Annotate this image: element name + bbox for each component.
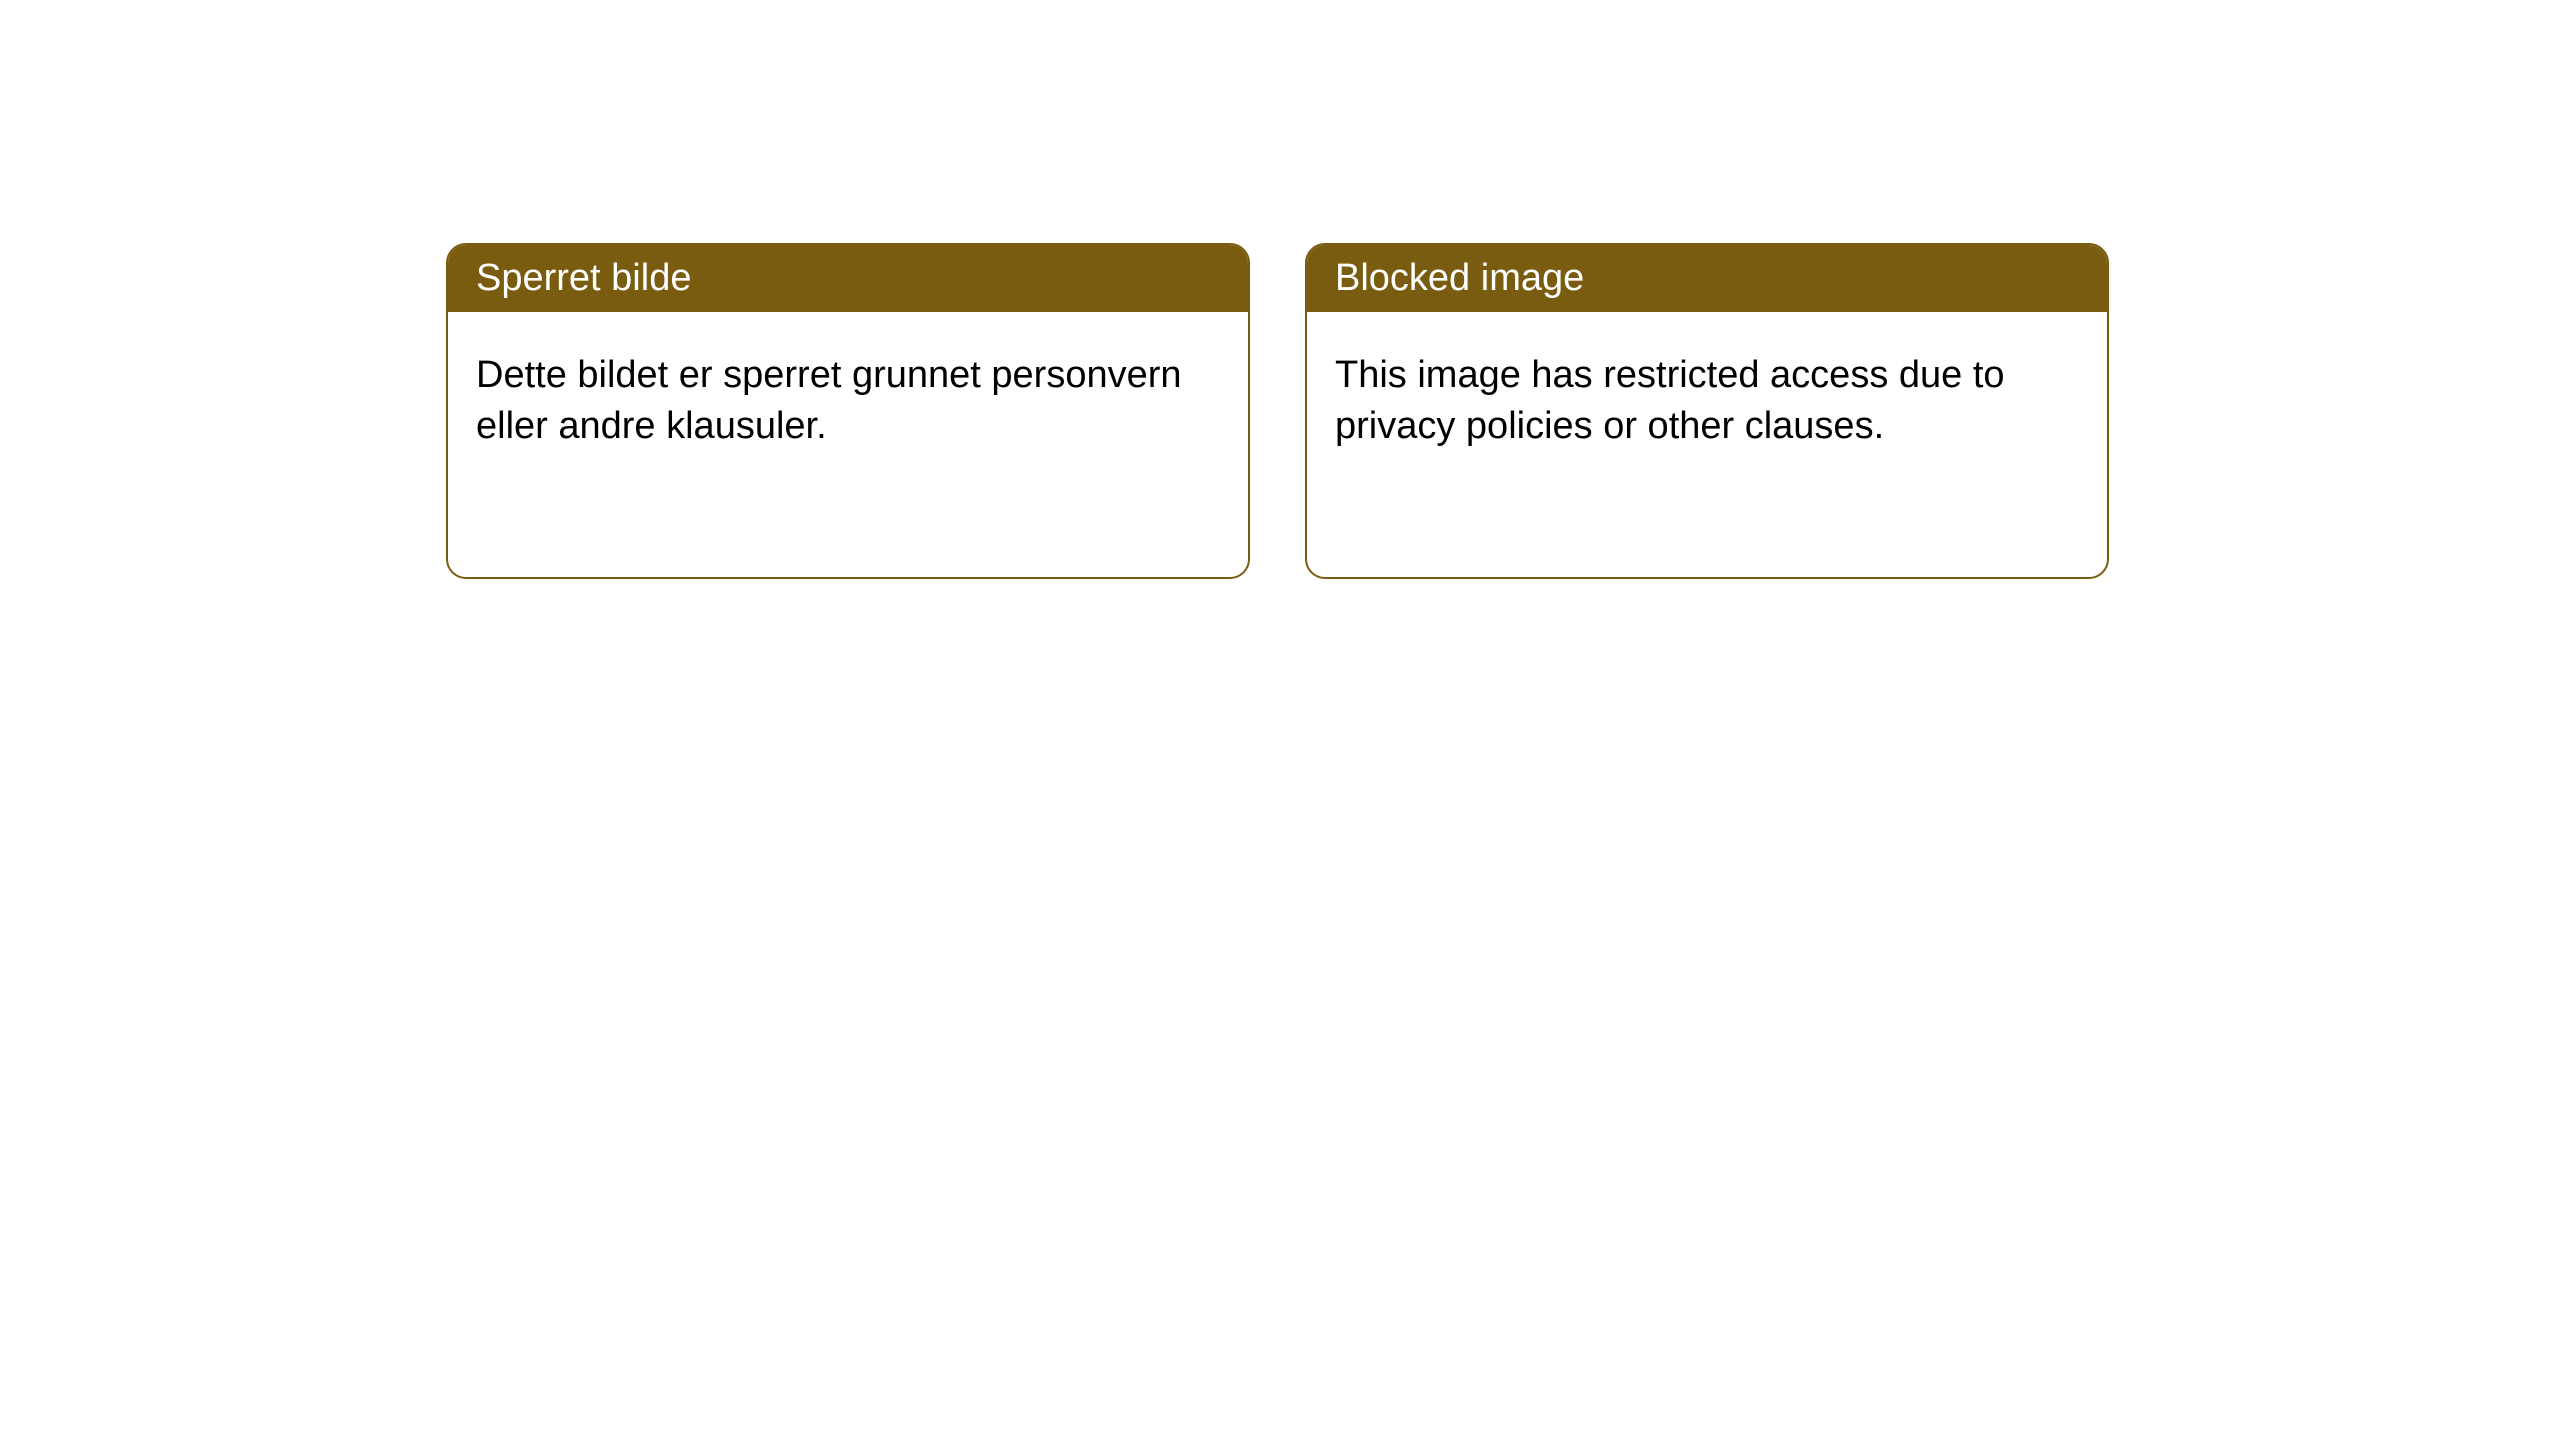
card-title: Sperret bilde bbox=[448, 245, 1248, 312]
notice-container: Sperret bilde Dette bildet er sperret gr… bbox=[0, 0, 2560, 579]
card-body: Dette bildet er sperret grunnet personve… bbox=[448, 312, 1248, 491]
notice-card-english: Blocked image This image has restricted … bbox=[1305, 243, 2109, 579]
card-body: This image has restricted access due to … bbox=[1307, 312, 2107, 491]
notice-card-norwegian: Sperret bilde Dette bildet er sperret gr… bbox=[446, 243, 1250, 579]
card-title: Blocked image bbox=[1307, 245, 2107, 312]
